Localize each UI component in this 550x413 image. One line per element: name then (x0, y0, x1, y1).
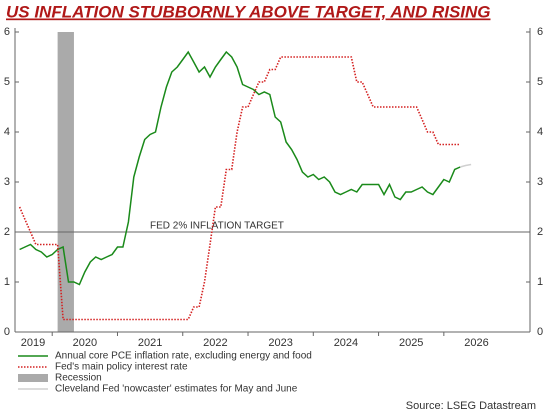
chart-title: US INFLATION STUBBORNLY ABOVE TARGET, AN… (6, 2, 491, 21)
y2-tick-label: 4 (537, 126, 543, 138)
x-tick-label: 2019 (21, 337, 45, 349)
series-line (18, 56, 461, 321)
x-tick-label: 2023 (268, 337, 292, 349)
source: Source: LSEG Datastream (406, 400, 536, 412)
y-tick-label: 0 (4, 326, 10, 338)
y-tick-label: 3 (4, 176, 10, 188)
series-line (19, 50, 461, 286)
legend-label: Recession (55, 373, 102, 384)
y2-tick-label: 1 (537, 276, 543, 288)
x-tick-label: 2020 (73, 337, 97, 349)
target-label: FED 2% INFLATION TARGET (150, 221, 284, 232)
y-tick-label: 6 (4, 26, 10, 38)
legend-label: Annual core PCE inflation rate, excludin… (55, 351, 312, 362)
x-tick-label: 2026 (464, 337, 488, 349)
x-tick-label: 2022 (203, 337, 227, 349)
x-tick-label: 2025 (399, 337, 423, 349)
y-tick-label: 4 (4, 126, 10, 138)
y-tick-label: 2 (4, 226, 10, 238)
legend-label: Fed's main policy interest rate (55, 362, 188, 373)
y2-tick-label: 0 (537, 326, 543, 338)
series-line (459, 163, 472, 168)
recession-band (57, 32, 74, 332)
y-tick-label: 1 (4, 276, 10, 288)
y2-tick-label: 5 (537, 76, 543, 88)
y2-tick-label: 3 (537, 176, 543, 188)
legend-label: Cleveland Fed 'nowcaster' estimates for … (55, 384, 298, 395)
x-tick-label: 2024 (334, 337, 358, 349)
y2-tick-label: 2 (537, 226, 543, 238)
x-tick-label: 2021 (138, 337, 162, 349)
y2-tick-label: 6 (537, 26, 543, 38)
y-tick-label: 5 (4, 76, 10, 88)
legend-swatch (18, 374, 48, 382)
